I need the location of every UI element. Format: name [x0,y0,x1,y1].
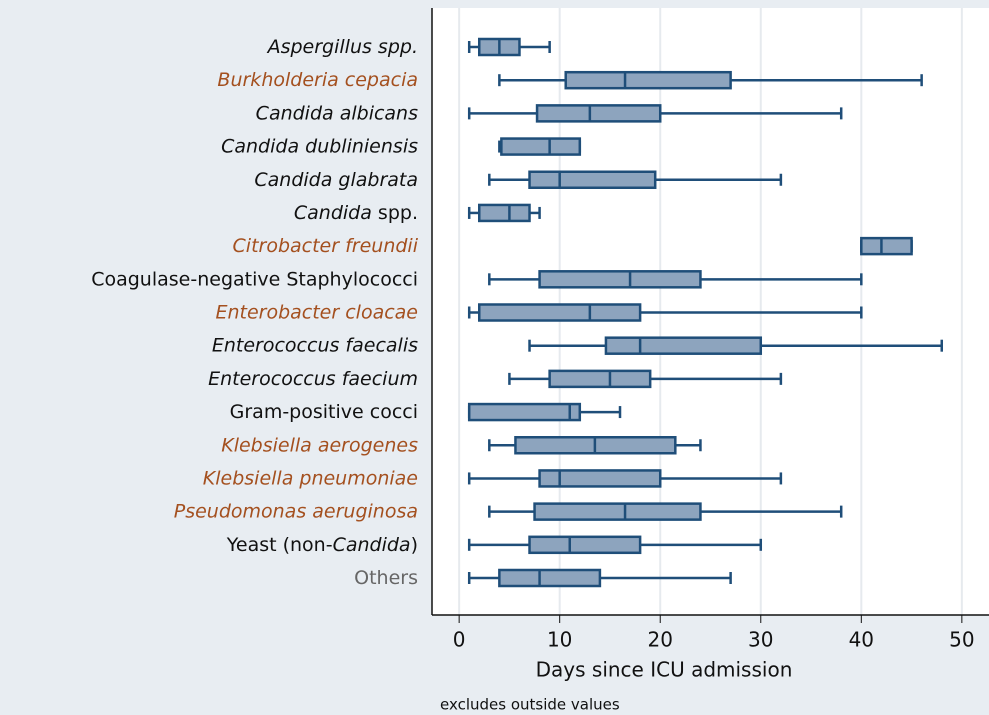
label-part: spp. [372,201,418,223]
label-part: Klebsiella aerogenes [221,434,418,456]
label-part: Enterobacter cloacae [215,301,418,323]
y-tick-label: Others [354,567,418,589]
y-tick-label: Candida spp. [294,201,418,223]
note: excludes outside values [440,696,620,714]
box [498,568,602,588]
box [538,469,662,488]
y-tick-label: Gram-positive cocci [230,401,418,423]
x-tick-label: 50 [949,628,974,652]
box [478,203,531,223]
y-tick-label: Burkholderia cepacia [217,69,418,91]
label-part: Candida glabrata [254,168,418,190]
y-tick-label: Enterobacter cloacae [215,301,418,323]
y-tick-label: Klebsiella pneumoniae [203,467,418,489]
y-tick-label: Candida glabrata [254,168,418,190]
label-part: Candida [333,533,411,555]
y-tick-label: Candida albicans [256,102,418,124]
y-tick-label: Enterococcus faecium [208,367,418,389]
label-part: Candida albicans [256,102,418,124]
box [500,137,582,156]
label-part: ) [411,533,418,555]
label-part: Citrobacter freundii [233,235,419,257]
box [604,336,763,355]
y-tick-label: Yeast (non-Candida) [226,533,418,555]
y-tick-label: Pseudomonas aeruginosa [174,500,418,522]
x-tick-label: 20 [648,628,673,652]
label-part: Enterococcus faecalis [212,334,418,356]
box [564,70,732,90]
box [533,502,702,521]
label-part: Coagulase-negative Staphylococci [91,268,418,290]
label-part: Candida [294,201,372,223]
y-tick-label: Klebsiella aerogenes [221,434,418,456]
box [478,303,642,322]
label-part: Aspergillus spp. [266,36,418,58]
label-part: Pseudomonas aeruginosa [174,500,418,522]
box [548,369,652,389]
box [538,270,702,289]
label-part: Burkholderia cepacia [217,69,418,91]
box [528,535,642,555]
x-tick-label: 10 [547,628,572,652]
x-axis-title: Days since ICU admission [536,658,793,682]
box [528,170,657,189]
y-tick-label: Coagulase-negative Staphylococci [91,268,418,290]
label-part: Candida dubliniensis [221,135,418,157]
box [467,402,582,422]
label-part: Enterococcus faecium [208,367,418,389]
x-tick-label: 0 [453,628,466,652]
y-tick-label: Enterococcus faecalis [212,334,418,356]
label-part: Yeast (non- [226,533,333,555]
y-tick-label: Candida dubliniensis [221,135,418,157]
box [535,104,662,123]
box [860,236,913,256]
label-part: Klebsiella pneumoniae [203,467,418,489]
y-tick-label: Aspergillus spp. [266,36,418,58]
label-part: Gram-positive cocci [230,401,418,423]
y-tick-label: Citrobacter freundii [233,235,419,257]
x-tick-label: 40 [849,628,874,652]
label-part: Others [354,567,418,589]
x-tick-label: 30 [748,628,773,652]
